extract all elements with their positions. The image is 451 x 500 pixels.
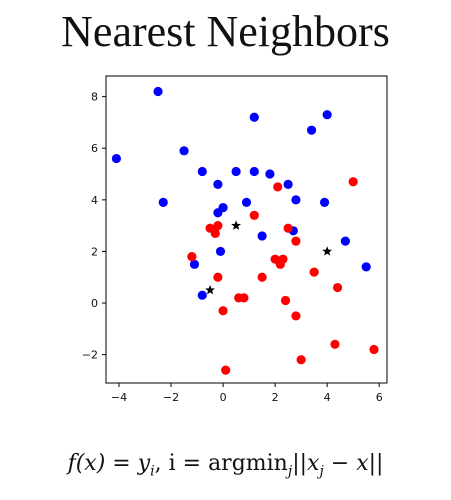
x-tick-label: 0 xyxy=(220,391,227,404)
red-point xyxy=(275,259,285,269)
blue-point xyxy=(265,169,275,179)
red-point xyxy=(218,306,228,316)
red-point xyxy=(280,295,291,306)
formula-rhs-sub: j xyxy=(319,463,324,480)
nn-formula: f(x) = yi, i = argminj||xj − x|| xyxy=(0,446,451,489)
red-point xyxy=(187,251,197,262)
red-point xyxy=(210,228,220,238)
red-point xyxy=(283,223,293,233)
red-point xyxy=(221,365,231,375)
y-tick-label: 4 xyxy=(91,194,98,207)
blue-point xyxy=(291,195,301,205)
blue-point xyxy=(215,246,226,257)
red-point xyxy=(213,221,223,231)
red-point xyxy=(291,311,301,321)
red-point xyxy=(239,293,249,303)
blue-point xyxy=(213,179,223,189)
blue-point xyxy=(231,166,241,177)
red-point xyxy=(332,282,343,293)
red-point xyxy=(273,182,283,192)
blue-point xyxy=(306,125,317,135)
blue-point xyxy=(213,208,223,218)
blue-point xyxy=(340,236,350,246)
red-point xyxy=(291,236,301,246)
blue-point xyxy=(197,290,207,300)
blue-point xyxy=(197,166,207,177)
y-tick-label: 0 xyxy=(91,297,98,310)
blue-point xyxy=(283,179,293,189)
formula-rhs-close: − x|| xyxy=(323,451,384,476)
x-tick-label: −4 xyxy=(111,391,127,404)
blue-point xyxy=(241,197,252,208)
blue-point xyxy=(249,166,259,177)
y-tick-label: 2 xyxy=(91,245,98,258)
red-point xyxy=(348,177,358,187)
x-tick-label: 4 xyxy=(324,391,331,404)
scatter-chart: −4 −2 0 2 4 6 −2 0 2 4 6 8 xyxy=(82,75,388,404)
blue-point xyxy=(153,86,163,97)
formula-rhs-open: ||x xyxy=(292,451,320,476)
red-point xyxy=(296,355,306,365)
y-tick-label: 8 xyxy=(91,91,98,104)
query-star-point xyxy=(205,284,216,295)
red-point xyxy=(369,344,379,355)
red-point xyxy=(213,272,223,282)
red-point xyxy=(257,272,267,282)
blue-point xyxy=(249,112,259,122)
blue-point xyxy=(189,259,200,269)
blue-point xyxy=(361,262,371,272)
formula-mid: , i = argmin xyxy=(154,451,288,476)
blue-point xyxy=(179,146,189,156)
blue-point xyxy=(158,197,168,208)
axes: −4 −2 0 2 4 6 −2 0 2 4 6 8 xyxy=(82,91,383,404)
y-tick-label: 6 xyxy=(91,142,98,155)
x-tick-label: −2 xyxy=(163,391,179,404)
query-star-point xyxy=(322,246,333,256)
red-point xyxy=(330,339,340,349)
y-tick-label: −2 xyxy=(82,349,98,362)
x-tick-label: 6 xyxy=(376,391,383,404)
blue-point xyxy=(111,153,122,164)
formula-lhs: f(x) = y xyxy=(67,451,151,476)
formula-argmin-sub: j xyxy=(287,463,293,480)
red-point xyxy=(249,210,259,220)
chart-title: Nearest Neighbors xyxy=(61,7,390,56)
red-point xyxy=(309,267,319,277)
query-star-point xyxy=(231,220,242,230)
x-tick-label: 2 xyxy=(272,391,279,404)
formula-lhs-sub: i xyxy=(150,463,155,480)
blue-point xyxy=(322,110,332,120)
plot-marks xyxy=(111,86,379,375)
blue-point xyxy=(319,197,330,208)
blue-point xyxy=(257,231,267,241)
plot-frame xyxy=(105,75,388,384)
